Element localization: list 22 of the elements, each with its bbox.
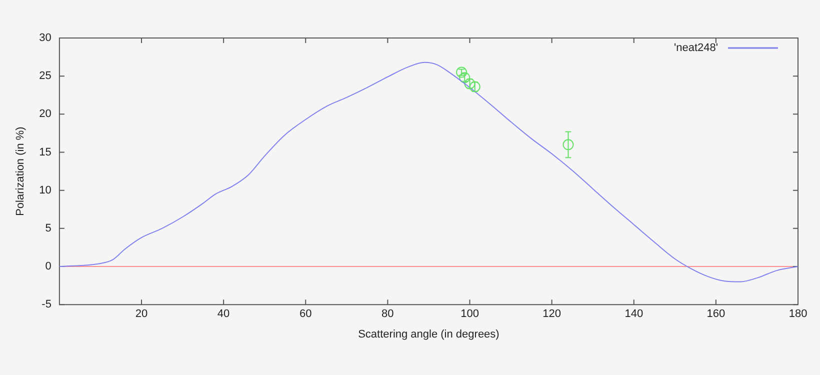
y-tick-label: 15 <box>39 146 52 158</box>
x-tick-label: 100 <box>460 308 479 320</box>
y-tick-label: -5 <box>42 298 52 311</box>
y-axis-title: Polarization (in %) <box>14 126 27 216</box>
y-tick-label: 30 <box>39 32 52 44</box>
x-tick-label: 20 <box>135 308 148 320</box>
x-tick-label: 60 <box>300 308 312 320</box>
y-tick-label: 5 <box>45 222 52 234</box>
text: 'neat248' <box>674 42 718 54</box>
x-tick-label: 120 <box>542 308 561 320</box>
point <box>562 139 574 150</box>
x-tick-label: 40 <box>217 308 230 320</box>
x-tick-label: 180 <box>788 308 808 320</box>
line-series <box>59 62 798 282</box>
x-axis-title: Scattering angle (in degrees) <box>358 328 500 340</box>
x-tick-label: 140 <box>624 308 644 320</box>
y-tick-label: 10 <box>39 184 52 196</box>
y-tick-label: 25 <box>39 70 52 82</box>
y-tick-label: 0 <box>45 260 52 273</box>
x-tick-label: 160 <box>706 308 726 320</box>
x-tick-label: 80 <box>382 308 394 320</box>
y-tick-label: 20 <box>39 108 52 120</box>
